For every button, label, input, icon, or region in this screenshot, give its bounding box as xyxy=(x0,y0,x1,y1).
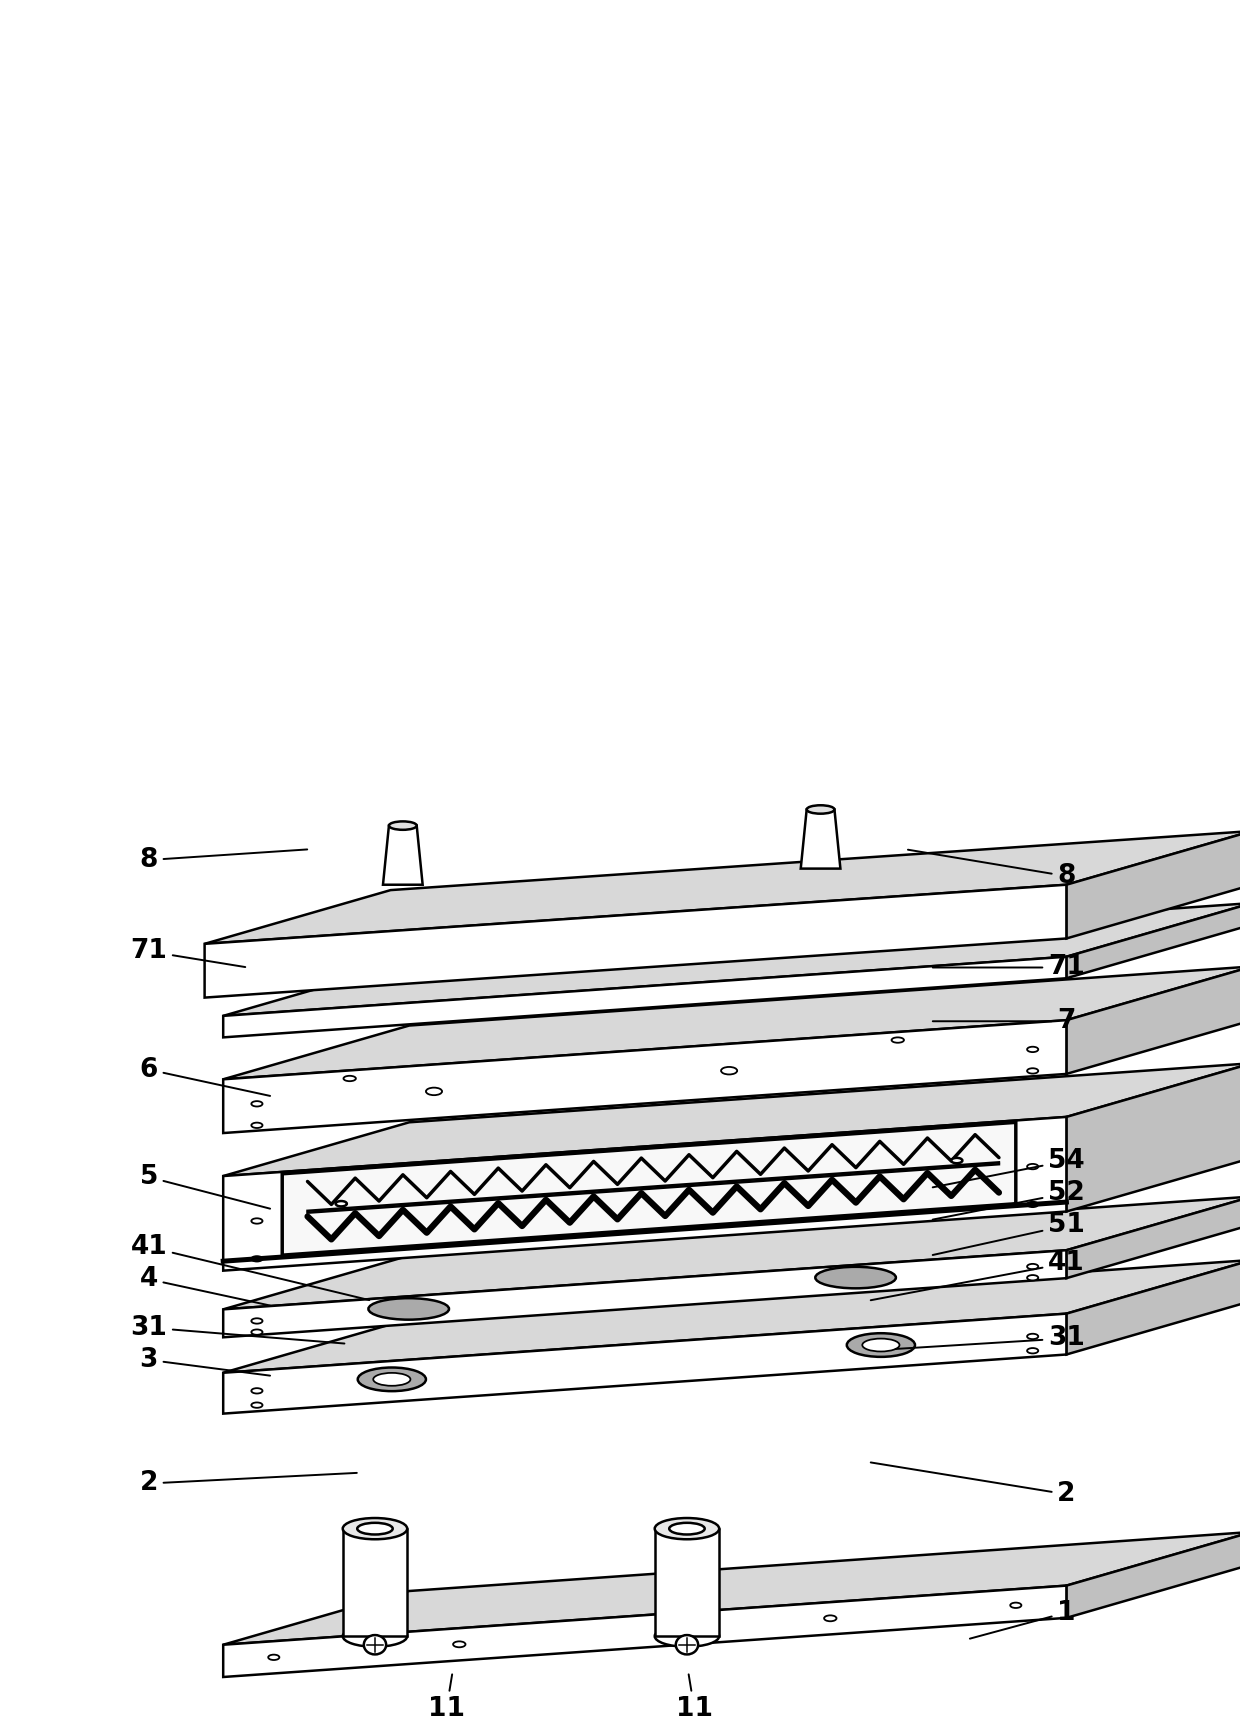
Ellipse shape xyxy=(818,925,831,932)
Polygon shape xyxy=(1066,831,1240,939)
Ellipse shape xyxy=(1027,1047,1038,1053)
Ellipse shape xyxy=(342,1625,407,1646)
Text: 11: 11 xyxy=(428,1674,465,1720)
Polygon shape xyxy=(383,826,423,884)
Ellipse shape xyxy=(252,1256,263,1261)
Ellipse shape xyxy=(722,1066,737,1075)
Ellipse shape xyxy=(655,1519,719,1539)
Polygon shape xyxy=(801,810,841,869)
Ellipse shape xyxy=(1027,1202,1038,1207)
Ellipse shape xyxy=(357,1522,393,1534)
Text: 52: 52 xyxy=(932,1180,1085,1219)
Ellipse shape xyxy=(1027,967,1038,972)
Ellipse shape xyxy=(1027,1333,1038,1340)
Ellipse shape xyxy=(252,1123,263,1128)
Text: 8: 8 xyxy=(908,850,1075,889)
Ellipse shape xyxy=(1027,1068,1038,1073)
Polygon shape xyxy=(205,831,1240,944)
Ellipse shape xyxy=(252,1388,263,1393)
Ellipse shape xyxy=(252,1022,263,1027)
Circle shape xyxy=(363,1636,386,1655)
Ellipse shape xyxy=(670,1522,704,1534)
Ellipse shape xyxy=(343,1075,356,1082)
Polygon shape xyxy=(223,1533,1240,1644)
Ellipse shape xyxy=(1027,1264,1038,1269)
Text: 41: 41 xyxy=(130,1233,370,1300)
Ellipse shape xyxy=(252,1318,263,1324)
Text: 1: 1 xyxy=(970,1600,1075,1639)
Text: 7: 7 xyxy=(932,1008,1075,1034)
Ellipse shape xyxy=(387,1008,397,1013)
Ellipse shape xyxy=(252,1330,263,1335)
Text: 51: 51 xyxy=(932,1213,1085,1256)
Ellipse shape xyxy=(368,1299,449,1319)
Polygon shape xyxy=(223,1063,1240,1176)
Text: 4: 4 xyxy=(140,1266,270,1305)
Ellipse shape xyxy=(373,1373,410,1386)
Ellipse shape xyxy=(816,1268,895,1288)
Polygon shape xyxy=(223,956,1066,1037)
Polygon shape xyxy=(1066,1533,1240,1619)
Polygon shape xyxy=(223,903,1240,1017)
Ellipse shape xyxy=(427,1087,441,1096)
Polygon shape xyxy=(1066,1063,1240,1211)
Ellipse shape xyxy=(252,1218,263,1223)
Polygon shape xyxy=(223,1586,1066,1677)
Ellipse shape xyxy=(233,984,244,991)
Text: 11: 11 xyxy=(676,1674,713,1720)
Text: 3: 3 xyxy=(140,1347,270,1376)
Ellipse shape xyxy=(1027,1164,1038,1170)
Text: 54: 54 xyxy=(932,1147,1085,1187)
Text: 6: 6 xyxy=(140,1056,270,1096)
Polygon shape xyxy=(223,1197,1240,1309)
Ellipse shape xyxy=(1027,1348,1038,1354)
Ellipse shape xyxy=(233,965,244,972)
Polygon shape xyxy=(223,1116,1066,1271)
Ellipse shape xyxy=(389,822,417,829)
Polygon shape xyxy=(1066,1197,1240,1278)
Ellipse shape xyxy=(336,1201,347,1206)
Polygon shape xyxy=(1066,1259,1240,1355)
Ellipse shape xyxy=(655,1625,719,1646)
Polygon shape xyxy=(1066,903,1240,979)
Ellipse shape xyxy=(453,1641,465,1648)
Polygon shape xyxy=(205,884,1066,998)
Text: 31: 31 xyxy=(895,1326,1085,1352)
Ellipse shape xyxy=(456,949,469,956)
Text: 31: 31 xyxy=(130,1314,345,1343)
Polygon shape xyxy=(655,1529,719,1636)
Ellipse shape xyxy=(847,1333,915,1357)
Ellipse shape xyxy=(1027,931,1038,936)
Text: 71: 71 xyxy=(932,955,1085,980)
Polygon shape xyxy=(223,1020,1066,1133)
Ellipse shape xyxy=(862,1338,899,1352)
Text: 71: 71 xyxy=(130,939,246,967)
Polygon shape xyxy=(223,1314,1066,1414)
Ellipse shape xyxy=(252,1101,263,1106)
Ellipse shape xyxy=(892,1037,904,1042)
Polygon shape xyxy=(342,1529,407,1636)
Text: 5: 5 xyxy=(140,1164,270,1209)
Text: 41: 41 xyxy=(870,1250,1085,1300)
Ellipse shape xyxy=(252,1402,263,1407)
Ellipse shape xyxy=(1027,1275,1038,1280)
Ellipse shape xyxy=(825,1615,837,1622)
Text: 8: 8 xyxy=(140,846,308,874)
Ellipse shape xyxy=(268,1655,279,1660)
Ellipse shape xyxy=(342,1519,407,1539)
Ellipse shape xyxy=(951,1158,962,1163)
Circle shape xyxy=(676,1636,698,1655)
Ellipse shape xyxy=(358,1367,427,1391)
Polygon shape xyxy=(1066,967,1240,1073)
Text: 2: 2 xyxy=(140,1471,357,1496)
Ellipse shape xyxy=(1027,912,1038,917)
Ellipse shape xyxy=(892,972,904,977)
Polygon shape xyxy=(223,1250,1066,1338)
Polygon shape xyxy=(223,967,1240,1080)
Polygon shape xyxy=(283,1123,1016,1256)
Polygon shape xyxy=(223,1259,1240,1373)
Ellipse shape xyxy=(1011,1603,1022,1608)
Text: 2: 2 xyxy=(870,1462,1075,1507)
Ellipse shape xyxy=(807,805,835,814)
